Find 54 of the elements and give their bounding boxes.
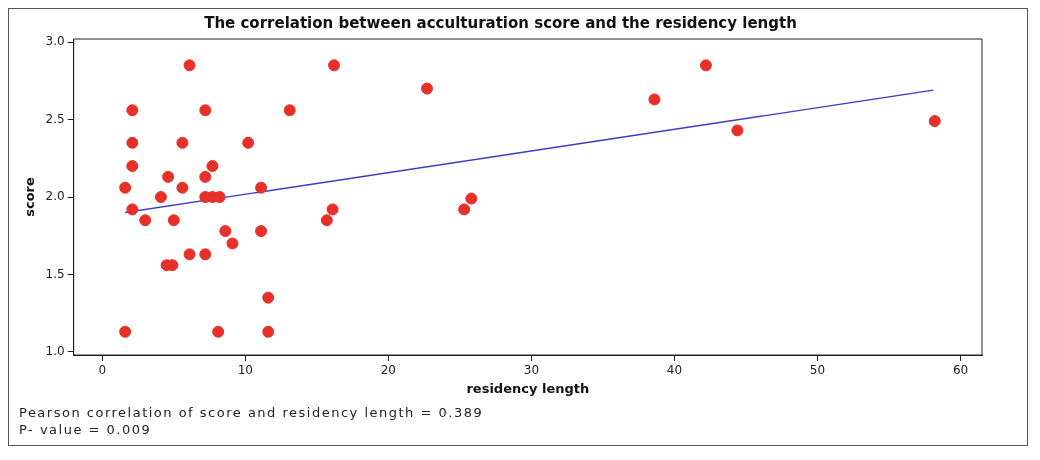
point: [199, 104, 212, 117]
y-tick-label: 1.5: [45, 266, 65, 281]
point: [648, 93, 661, 106]
point: [421, 82, 433, 95]
x-tick-label: 50: [809, 363, 826, 378]
x-tick-label: 40: [666, 363, 683, 378]
point: [262, 325, 275, 338]
y-tick-label: 2.5: [45, 111, 65, 126]
x-tick-label: 0: [98, 363, 107, 378]
point: [154, 191, 167, 203]
point: [199, 170, 212, 183]
point: [176, 181, 189, 194]
point: [126, 104, 139, 117]
point: [199, 248, 212, 261]
point: [126, 136, 139, 149]
chart-title: The correlation between acculturation score and the residency length: [204, 13, 797, 32]
point: [699, 59, 712, 72]
point: [465, 192, 478, 205]
x-tick-label: 30: [523, 363, 540, 378]
x-tick-label: 60: [952, 363, 969, 378]
point: [255, 225, 268, 238]
point: [242, 136, 255, 149]
point: [183, 59, 196, 72]
point: [255, 181, 268, 194]
point: [139, 214, 152, 227]
point: [126, 203, 139, 216]
point: [219, 225, 232, 238]
point: [167, 214, 180, 227]
y-tick-label: 3.0: [45, 34, 65, 49]
point: [226, 237, 239, 250]
point: [206, 160, 219, 173]
text: P- value = 0.009: [19, 422, 152, 438]
y-tick-label: 1.0: [45, 344, 65, 359]
point: [212, 325, 225, 338]
point: [126, 160, 139, 173]
point: [119, 181, 132, 194]
point: [326, 203, 339, 216]
point: [176, 136, 189, 149]
y-axis-title: score: [22, 177, 38, 217]
point: [162, 170, 175, 183]
point: [262, 291, 275, 304]
point: [119, 325, 132, 338]
point: [731, 124, 744, 137]
x-tick-label: 20: [380, 363, 397, 378]
point: [283, 104, 296, 117]
point: [458, 203, 471, 216]
x-tick-label: 10: [237, 363, 253, 378]
point: [928, 115, 941, 128]
point: [320, 214, 333, 227]
x-axis-title: residency length: [466, 380, 590, 396]
point: [328, 59, 341, 72]
y-tick-label: 2.0: [45, 189, 65, 204]
text: Pearson correlation of score and residency length = 0.389: [19, 405, 484, 421]
point: [183, 248, 196, 261]
